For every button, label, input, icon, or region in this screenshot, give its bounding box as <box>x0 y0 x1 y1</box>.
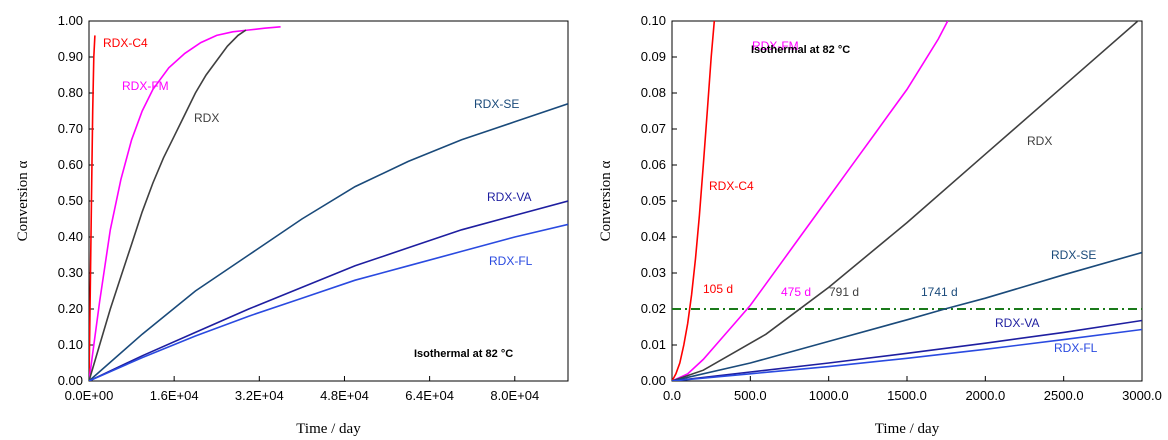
series-line-rdx <box>672 21 1140 381</box>
x-tick-label: 2500.0 <box>1044 388 1084 403</box>
isothermal-annotation: Isothermal at 82 °C <box>751 44 850 56</box>
series-label-rdx: RDX <box>194 111 219 125</box>
series-label-rdx: RDX <box>1027 134 1052 148</box>
y-tick-label: 0.07 <box>641 121 666 136</box>
series-line-rdx-fl <box>672 328 1142 381</box>
y-tick-label: 0.06 <box>641 157 666 172</box>
y-tick-label: 0.10 <box>641 13 666 28</box>
x-tick-label: 500.0 <box>734 388 767 403</box>
series-line-rdx-fm <box>672 21 949 381</box>
x-tick-label: 3.2E+04 <box>235 388 284 403</box>
plot-frame <box>88 20 569 382</box>
left-chart: 0.00 0.10 0.20 0.30 0.40 0.50 0.60 0.70 0.80 0.90… <box>15 13 569 437</box>
y-tick-label: 0.20 <box>58 301 83 316</box>
x-tick-label: 6.4E+04 <box>405 388 454 403</box>
crossing-label: 475 d <box>781 285 811 299</box>
series-label-rdx-fm: RDX-FM <box>752 39 799 53</box>
y-tick-label: 0.02 <box>641 301 666 316</box>
y-tick-label: 0.50 <box>58 193 83 208</box>
y-tick-label: 0.40 <box>58 229 83 244</box>
y-axis-label: Conversion α <box>15 160 31 241</box>
y-tick-label: 0.30 <box>58 265 83 280</box>
crossing-label: 791 d <box>829 285 859 299</box>
y-axis-label: Conversion α <box>598 160 614 241</box>
series-label-rdx-fl: RDX-FL <box>489 254 533 268</box>
y-tick-label: 0.09 <box>641 49 666 64</box>
series-label-rdx-c4: RDX-C4 <box>103 36 148 50</box>
crossing-label: 105 d <box>703 282 733 296</box>
y-tick-label: 0.03 <box>641 265 666 280</box>
series-line-rdx-c4 <box>89 35 96 381</box>
series-line-rdx-se <box>672 251 1142 381</box>
series-line-rdx <box>89 29 247 381</box>
x-tick-label: 0.0E+00 <box>65 388 114 403</box>
y-tick-label: 0.04 <box>641 229 666 244</box>
series-label-rdx-va: RDX-VA <box>487 190 531 204</box>
x-axis-label: Time / day <box>296 421 361 437</box>
series-line-rdx-se <box>89 103 568 381</box>
series-line-rdx-c4 <box>672 21 716 381</box>
series-line-rdx-va <box>672 319 1142 381</box>
y-tick-label: 0.00 <box>58 373 83 388</box>
plot-frame <box>671 20 1143 382</box>
series-label-rdx-fl: RDX-FL <box>1054 341 1098 355</box>
series-label-rdx-se: RDX-SE <box>1051 248 1096 262</box>
x-tick-label: 3000.0 <box>1122 388 1162 403</box>
series-line-rdx-fm <box>89 26 281 381</box>
series-line-rdx-va <box>89 200 568 381</box>
x-tick-label: 8.0E+04 <box>490 388 539 403</box>
y-tick-label: 1.00 <box>58 13 83 28</box>
x-tick-label: 2000.0 <box>965 388 1005 403</box>
right-chart: 0.00 0.01 0.02 0.03 0.04 0.05 0.06 0.07 0.08 0.09… <box>598 13 1162 437</box>
y-tick-label: 0.90 <box>58 49 83 64</box>
series-label-rdx-va: RDX-VA <box>995 316 1039 330</box>
series-label-rdx-fm: RDX-FM <box>122 79 169 93</box>
x-axis-label: Time / day <box>875 421 940 437</box>
y-tick-label: 0.00 <box>641 373 666 388</box>
y-tick-label: 0.08 <box>641 85 666 100</box>
isothermal-annotation: Isothermal at 82 °C <box>414 348 513 360</box>
series-label-rdx-se: RDX-SE <box>474 97 519 111</box>
y-tick-label: 0.05 <box>641 193 666 208</box>
y-tick-label: 0.60 <box>58 157 83 172</box>
series-label-rdx-c4: RDX-C4 <box>709 179 754 193</box>
series-line-rdx-fl <box>89 223 568 381</box>
y-tick-label: 0.01 <box>641 337 666 352</box>
x-tick-label: 4.8E+04 <box>320 388 369 403</box>
crossing-label: 1741 d <box>921 285 958 299</box>
x-tick-label: 1000.0 <box>809 388 849 403</box>
x-tick-label: 1500.0 <box>887 388 927 403</box>
x-tick-label: 0.0 <box>663 388 681 403</box>
x-tick-label: 1.6E+04 <box>150 388 199 403</box>
y-tick-label: 0.10 <box>58 337 83 352</box>
y-tick-label: 0.70 <box>58 121 83 136</box>
y-tick-label: 0.80 <box>58 85 83 100</box>
